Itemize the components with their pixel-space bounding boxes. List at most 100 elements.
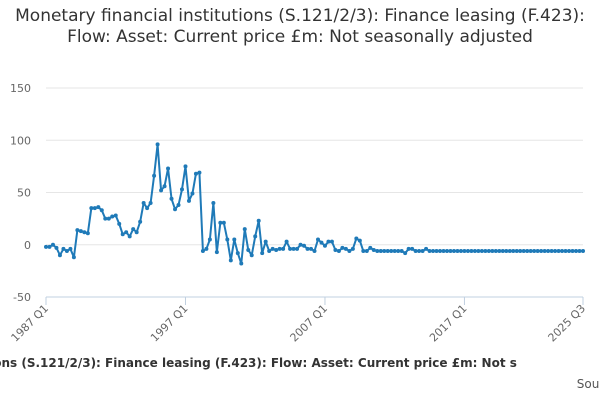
data-point[interactable] — [410, 246, 415, 251]
data-point[interactable] — [445, 249, 450, 254]
data-point[interactable] — [169, 196, 174, 201]
data-point[interactable] — [148, 200, 153, 205]
data-point[interactable] — [211, 200, 216, 205]
data-point[interactable] — [127, 234, 132, 239]
data-point[interactable] — [403, 251, 408, 256]
data-point[interactable] — [253, 234, 258, 239]
data-point[interactable] — [319, 240, 324, 245]
data-point[interactable] — [364, 249, 369, 254]
data-point[interactable] — [298, 242, 303, 247]
data-point[interactable] — [103, 216, 108, 221]
data-point[interactable] — [539, 249, 544, 254]
data-point[interactable] — [71, 255, 76, 260]
data-point[interactable] — [448, 249, 453, 254]
data-point[interactable] — [113, 213, 118, 218]
data-point[interactable] — [354, 236, 359, 241]
data-point[interactable] — [190, 191, 195, 196]
data-point[interactable] — [207, 237, 212, 242]
data-point[interactable] — [413, 249, 418, 254]
data-point[interactable] — [295, 246, 300, 251]
data-point[interactable] — [396, 249, 401, 254]
data-point[interactable] — [267, 249, 272, 254]
data-point[interactable] — [504, 249, 509, 254]
data-point[interactable] — [451, 249, 456, 254]
data-point[interactable] — [427, 249, 432, 254]
data-point[interactable] — [89, 206, 94, 211]
data-point[interactable] — [546, 249, 551, 254]
data-point[interactable] — [312, 249, 317, 254]
data-point[interactable] — [326, 239, 331, 244]
data-point[interactable] — [399, 249, 404, 254]
data-point[interactable] — [329, 239, 334, 244]
data-point[interactable] — [479, 249, 484, 254]
data-point[interactable] — [183, 164, 188, 169]
data-point[interactable] — [44, 244, 48, 249]
data-point[interactable] — [406, 246, 411, 251]
legend-label[interactable]: al institutions (S.121/2/3): Finance lea… — [0, 356, 517, 370]
data-point[interactable] — [291, 246, 296, 251]
data-point[interactable] — [159, 188, 164, 193]
data-point[interactable] — [486, 249, 491, 254]
data-point[interactable] — [417, 249, 422, 254]
data-point[interactable] — [99, 208, 104, 213]
data-point[interactable] — [382, 249, 387, 254]
legend[interactable]: al institutions (S.121/2/3): Finance lea… — [0, 356, 600, 376]
data-point[interactable] — [553, 249, 558, 254]
data-point[interactable] — [570, 249, 575, 254]
data-point[interactable] — [465, 249, 470, 254]
data-point[interactable] — [375, 249, 380, 254]
data-point[interactable] — [47, 244, 52, 249]
data-point[interactable] — [574, 249, 579, 254]
data-point[interactable] — [92, 206, 97, 211]
data-point[interactable] — [511, 249, 516, 254]
data-point[interactable] — [514, 249, 519, 254]
data-point[interactable] — [493, 249, 498, 254]
data-point[interactable] — [197, 170, 202, 175]
data-point[interactable] — [472, 249, 477, 254]
data-point[interactable] — [483, 249, 488, 254]
data-point[interactable] — [242, 227, 247, 232]
data-point[interactable] — [78, 229, 83, 234]
data-point[interactable] — [284, 239, 289, 244]
data-point[interactable] — [347, 249, 352, 254]
data-point[interactable] — [420, 249, 425, 254]
data-point[interactable] — [50, 242, 55, 247]
data-point[interactable] — [392, 249, 397, 254]
data-point[interactable] — [145, 206, 150, 211]
data-point[interactable] — [200, 249, 205, 254]
data-point[interactable] — [302, 243, 307, 248]
data-point[interactable] — [110, 214, 115, 219]
data-point[interactable] — [458, 249, 463, 254]
data-point[interactable] — [134, 230, 139, 235]
data-point[interactable] — [441, 249, 446, 254]
data-point[interactable] — [528, 249, 533, 254]
data-point[interactable] — [260, 251, 265, 256]
data-point[interactable] — [193, 171, 198, 176]
data-point[interactable] — [246, 247, 251, 252]
data-point[interactable] — [333, 247, 338, 252]
data-point[interactable] — [556, 249, 561, 254]
data-point[interactable] — [469, 249, 474, 254]
data-point[interactable] — [68, 246, 73, 251]
data-point[interactable] — [322, 243, 327, 248]
data-point[interactable] — [124, 230, 129, 235]
data-point[interactable] — [54, 245, 59, 250]
data-point[interactable] — [455, 249, 460, 254]
data-point[interactable] — [75, 228, 80, 233]
data-point[interactable] — [389, 249, 394, 254]
data-point[interactable] — [57, 253, 62, 258]
data-point[interactable] — [336, 249, 341, 254]
data-point[interactable] — [138, 219, 143, 224]
data-point[interactable] — [281, 246, 286, 251]
data-point[interactable] — [141, 200, 146, 205]
data-point[interactable] — [228, 258, 233, 263]
data-point[interactable] — [263, 239, 268, 244]
data-point[interactable] — [518, 249, 523, 254]
data-point[interactable] — [232, 237, 237, 242]
data-point[interactable] — [532, 249, 537, 254]
data-point[interactable] — [350, 246, 355, 251]
data-point[interactable] — [361, 249, 366, 254]
data-point[interactable] — [176, 203, 181, 208]
data-point[interactable] — [424, 246, 429, 251]
data-point[interactable] — [357, 238, 362, 243]
